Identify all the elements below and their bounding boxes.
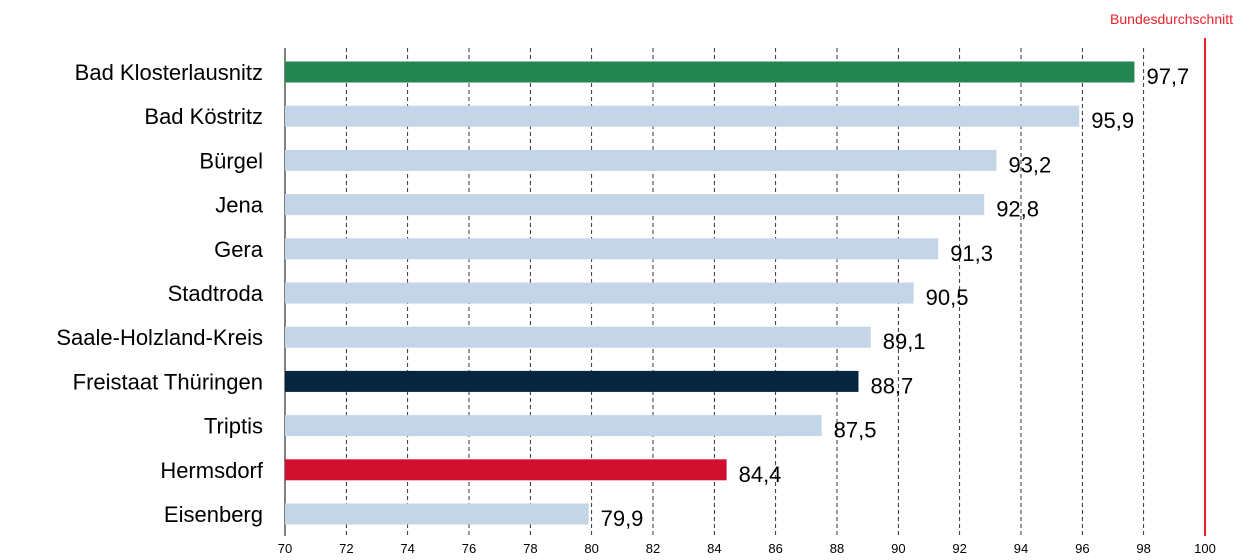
value-label: 97,7 bbox=[1146, 64, 1189, 89]
x-tick-label: 82 bbox=[646, 541, 660, 556]
category-label: Bürgel bbox=[199, 148, 263, 173]
value-label: 92,8 bbox=[996, 197, 1039, 222]
x-tick-label: 74 bbox=[400, 541, 414, 556]
value-label: 84,4 bbox=[739, 462, 782, 487]
value-label: 90,5 bbox=[926, 285, 969, 310]
category-label: Freistaat Thüringen bbox=[73, 369, 263, 394]
bar-0 bbox=[285, 61, 1135, 83]
bar-1 bbox=[285, 105, 1080, 127]
x-tick-label: 70 bbox=[278, 541, 292, 556]
x-tick-label: 76 bbox=[462, 541, 476, 556]
category-label: Bad Klosterlausnitz bbox=[75, 60, 263, 85]
x-tick-label: 88 bbox=[830, 541, 844, 556]
category-label: Eisenberg bbox=[164, 502, 263, 527]
category-label: Stadtroda bbox=[168, 281, 264, 306]
value-labels: 97,7 95,9 93,2 92,891,3 90,589,1 88,7 87,5 84,4… bbox=[601, 64, 1190, 531]
value-label: 93,2 bbox=[1008, 152, 1051, 177]
x-tick-label: 98 bbox=[1136, 541, 1150, 556]
value-label: 87,5 bbox=[834, 418, 877, 443]
bar-10 bbox=[285, 503, 589, 525]
bar-6 bbox=[285, 326, 871, 348]
category-label: Hermsdorf bbox=[160, 458, 264, 483]
x-tick-label: 84 bbox=[707, 541, 721, 556]
category-label: Bad Köstritz bbox=[144, 104, 263, 129]
bar-4 bbox=[285, 238, 939, 260]
value-label: 91,3 bbox=[950, 241, 993, 266]
category-label: Gera bbox=[214, 237, 264, 262]
x-tick-label: 94 bbox=[1014, 541, 1028, 556]
category-label: Saale-Holzland-Kreis bbox=[56, 325, 263, 350]
bar-5 bbox=[285, 282, 914, 304]
x-tick-label: 86 bbox=[768, 541, 782, 556]
bar-7 bbox=[285, 370, 859, 392]
category-labels: Bad Klosterlausnitz Bad Köstritz Bürgel Jen… bbox=[56, 60, 264, 527]
reference-line-label: Bundesdurchschnitt bbox=[1110, 11, 1233, 27]
grid-lines bbox=[345, 48, 1145, 536]
category-label: Triptis bbox=[204, 414, 263, 439]
bar-2 bbox=[285, 149, 997, 171]
category-label: Jena bbox=[215, 193, 263, 218]
x-tick-label: 92 bbox=[952, 541, 966, 556]
value-label: 89,1 bbox=[883, 329, 926, 354]
bars bbox=[285, 61, 1135, 525]
x-tick-labels: 70 72 74 76 78 80 82 84 86 88 90 92 94 96 98 100 bbox=[278, 541, 1216, 556]
x-tick-label: 78 bbox=[523, 541, 537, 556]
bar-8 bbox=[285, 415, 822, 437]
value-label: 88,7 bbox=[870, 373, 913, 398]
x-tick-label: 72 bbox=[339, 541, 353, 556]
bar-9 bbox=[285, 459, 727, 481]
value-label: 79,9 bbox=[601, 506, 644, 531]
x-tick-label: 96 bbox=[1075, 541, 1089, 556]
value-label: 95,9 bbox=[1091, 108, 1134, 133]
x-tick-label: 90 bbox=[891, 541, 905, 556]
bar-3 bbox=[285, 194, 985, 216]
x-tick-label: 100 bbox=[1194, 541, 1216, 556]
x-tick-label: 80 bbox=[584, 541, 598, 556]
